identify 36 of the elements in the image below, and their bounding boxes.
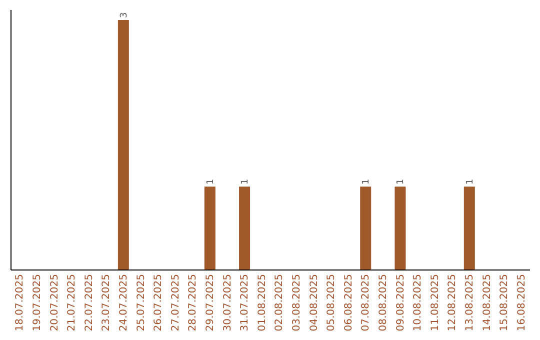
x-tick-label: 05.08.2025	[326, 274, 338, 332]
x-tick-label: 07.08.2025	[360, 274, 372, 332]
x-tick-label: 13.08.2025	[464, 274, 476, 332]
x-tick-label: 04.08.2025	[308, 274, 320, 332]
x-tick-label: 08.08.2025	[378, 274, 390, 332]
x-tick-label: 29.07.2025	[205, 274, 216, 332]
x-tick-label: 30.07.2025	[222, 274, 234, 332]
x-tick-label: 15.08.2025	[499, 274, 510, 332]
x-tick-label: 28.07.2025	[188, 274, 199, 332]
data-label: 1	[206, 178, 216, 185]
x-tick-label: 10.08.2025	[412, 274, 424, 332]
x-tick-label: 20.07.2025	[49, 274, 60, 332]
data-label: 1	[465, 178, 476, 185]
data-label: 1	[396, 178, 406, 185]
data-label: 1	[362, 178, 372, 185]
x-tick-label: 12.08.2025	[447, 274, 458, 332]
data-label: 1	[240, 178, 251, 185]
x-tick-label: 03.08.2025	[292, 274, 303, 332]
x-tick-label: 09.08.2025	[395, 274, 406, 332]
x-tick-label: 02.08.2025	[274, 274, 286, 332]
x-tick-label: 21.07.2025	[66, 274, 78, 332]
x-tick-label: 24.07.2025	[118, 274, 130, 332]
x-tick-label: 16.08.2025	[516, 274, 528, 332]
data-label: 3	[119, 12, 130, 18]
x-tick-label: 25.07.2025	[136, 274, 147, 332]
x-tick-label: 14.08.2025	[482, 274, 493, 332]
x-tick-label: 06.08.2025	[343, 274, 354, 332]
x-tick-label: 31.07.2025	[240, 274, 251, 332]
x-tick-label: 26.07.2025	[153, 274, 164, 332]
x-tick-label: 19.07.2025	[32, 274, 44, 332]
x-tick-label: 01.08.2025	[256, 274, 268, 332]
x-tick-label: 22.07.2025	[84, 274, 95, 332]
x-tick-label: 27.07.2025	[170, 274, 182, 332]
x-tick-label: 11.08.2025	[430, 274, 441, 332]
x-tick-label: 23.07.2025	[101, 274, 112, 332]
x-tick-label: 18.07.2025	[14, 274, 26, 332]
